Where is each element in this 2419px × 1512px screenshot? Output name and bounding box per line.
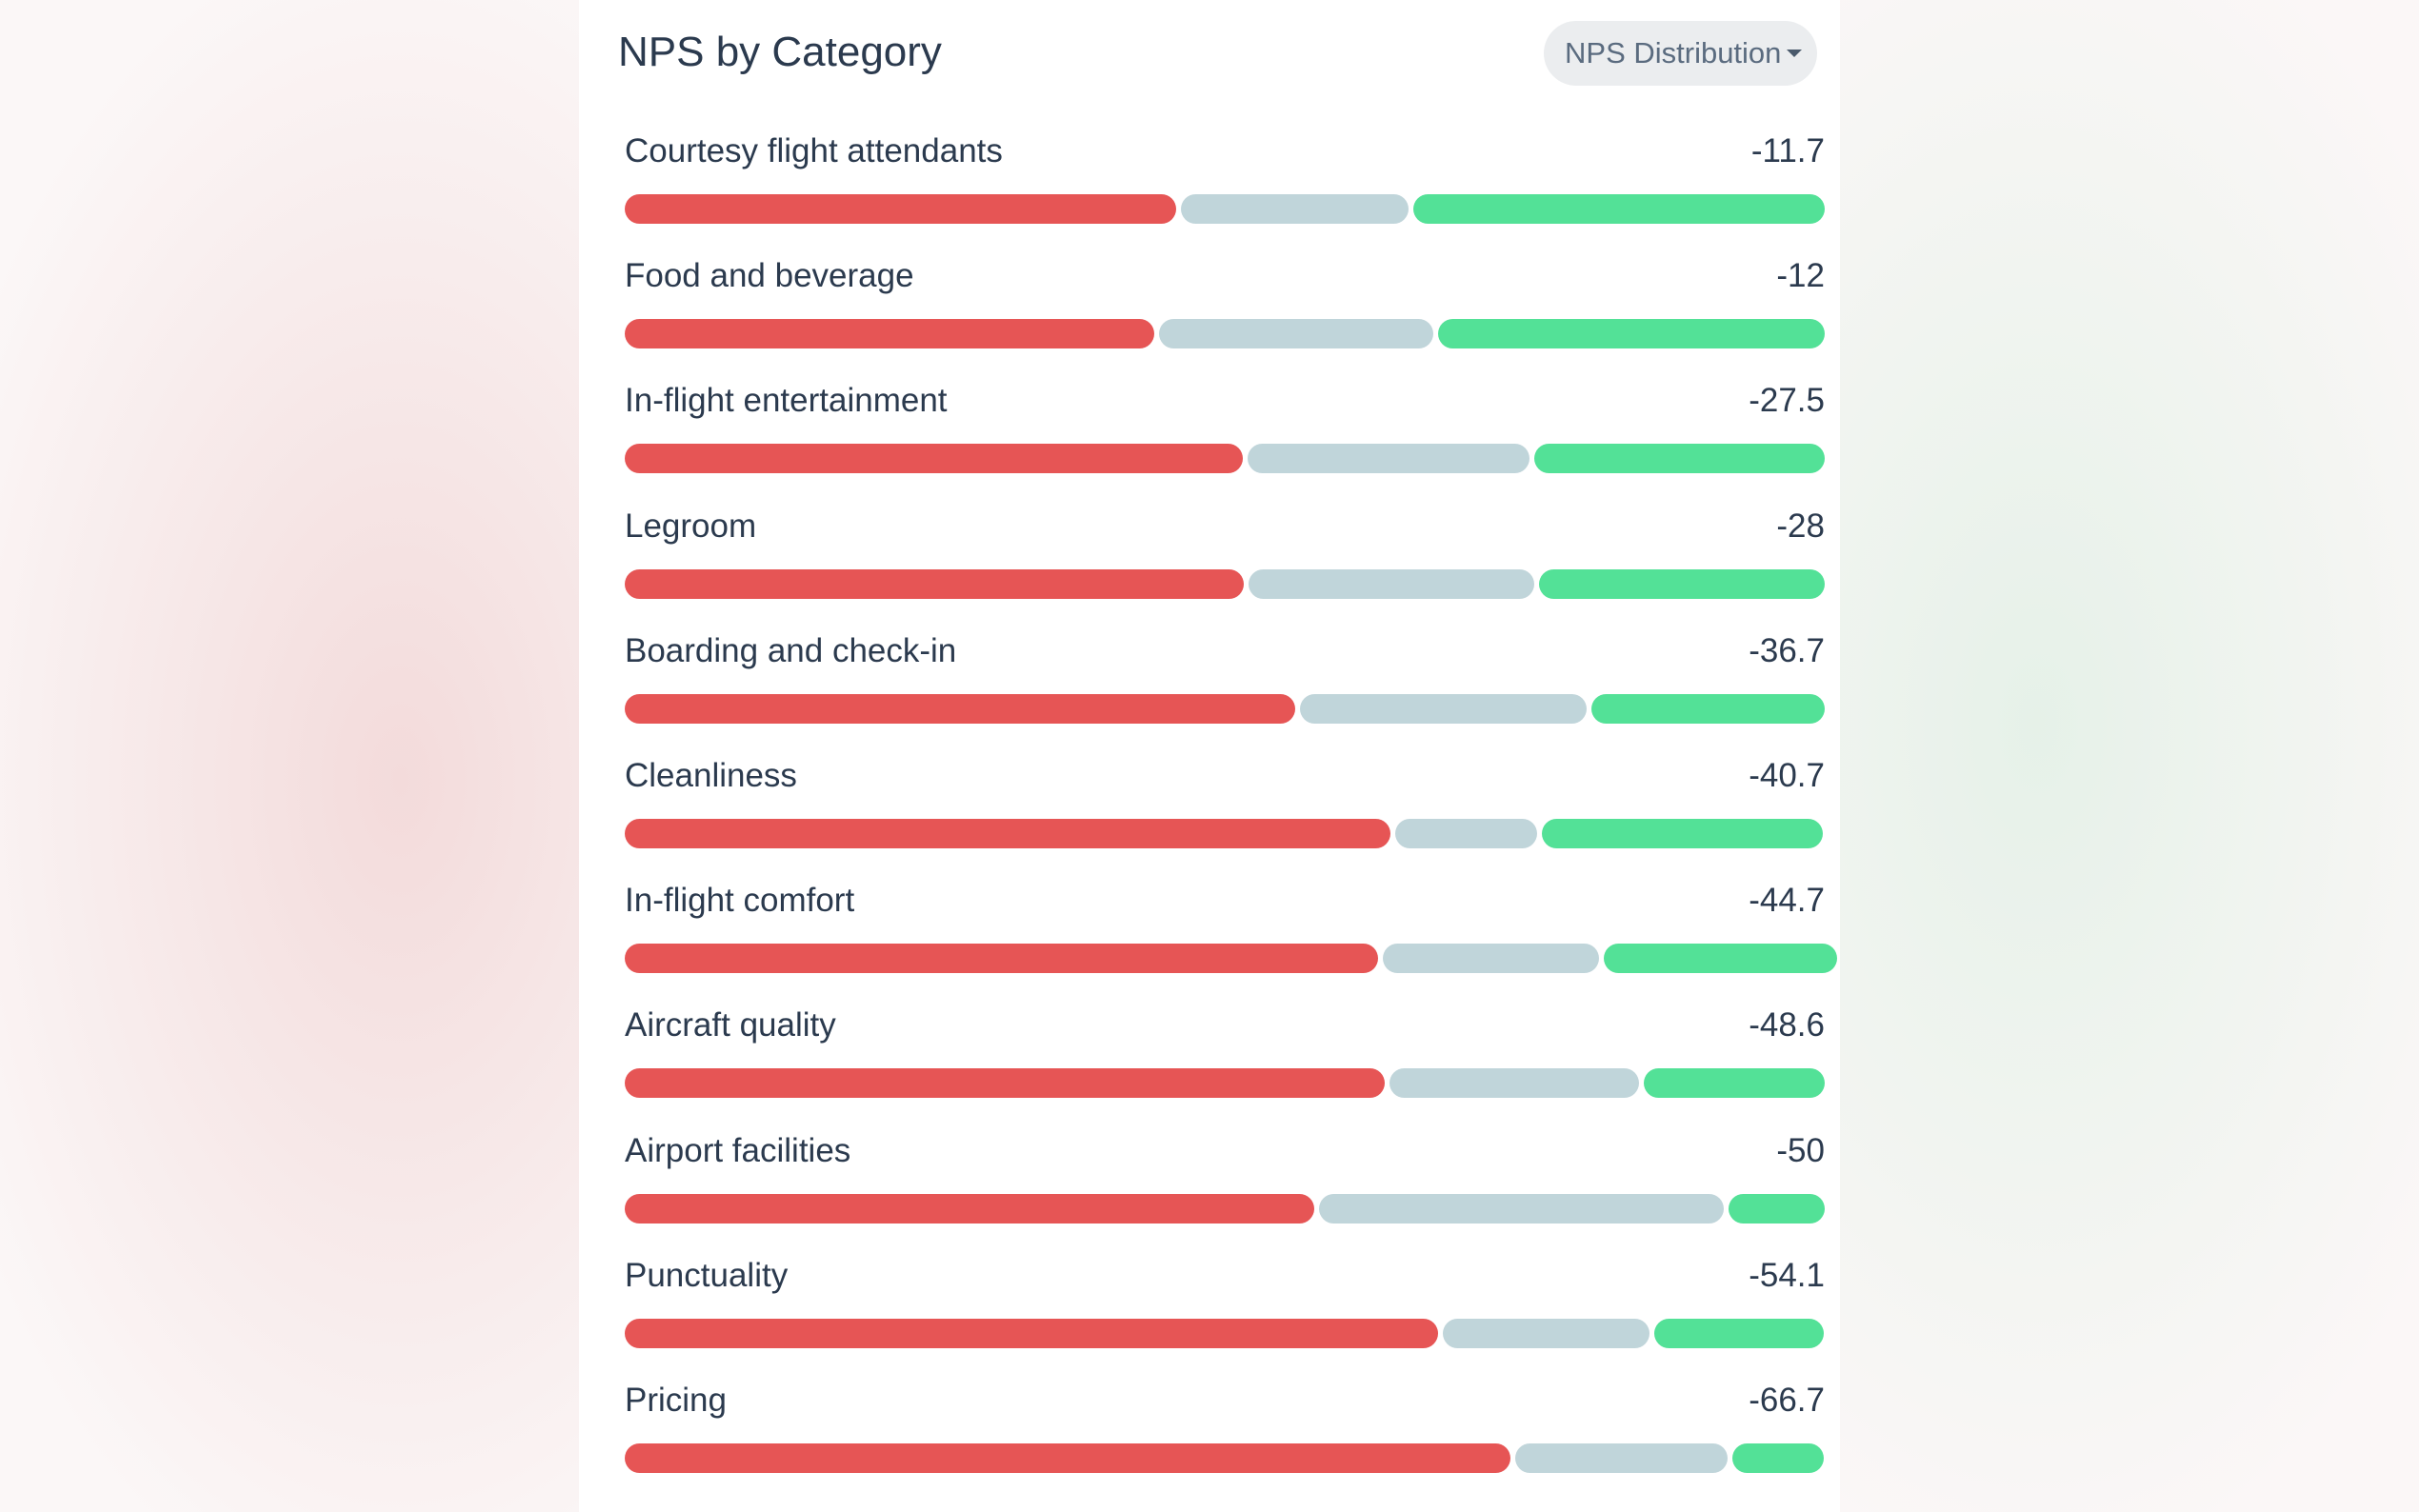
nps-distribution-bar — [625, 944, 1837, 974]
detractors-segment — [625, 1193, 1314, 1224]
passives-segment — [1318, 1193, 1724, 1224]
category-label: In-flight entertainment — [625, 382, 948, 420]
nps-distribution-bar — [625, 1318, 1825, 1348]
detractors-segment — [625, 818, 1390, 848]
page-title: NPS by Category — [618, 29, 942, 75]
detractors-segment — [625, 319, 1155, 349]
nps-value: -28 — [1776, 507, 1825, 545]
nps-category-card: NPS by Category NPS Distribution Courtes… — [579, 0, 1840, 1512]
passives-segment — [1515, 1442, 1728, 1473]
category-row: Food and beverage -12 — [625, 257, 1825, 382]
nps-value: -40.7 — [1749, 756, 1825, 794]
nps-distribution-dropdown[interactable]: NPS Distribution — [1544, 21, 1818, 86]
nps-distribution-bar — [625, 444, 1825, 474]
caret-down-icon — [1787, 50, 1803, 57]
nps-distribution-bar — [625, 194, 1825, 224]
category-label: Airport facilities — [625, 1131, 851, 1169]
category-label: Pricing — [625, 1381, 727, 1419]
passives-segment — [1299, 693, 1587, 724]
category-row: Legroom -28 — [625, 507, 1825, 632]
detractors-segment — [625, 194, 1176, 224]
detractors-segment — [625, 444, 1243, 474]
promoters-segment — [1644, 1068, 1825, 1099]
nps-distribution-bar — [625, 568, 1825, 599]
category-label: Boarding and check-in — [625, 631, 957, 669]
category-row: Pricing -66.7 — [625, 1382, 1825, 1506]
nps-distribution-bar — [625, 319, 1825, 349]
nps-category-list: Courtesy flight attendants -11.7 Food and … — [625, 132, 1837, 1506]
passives-segment — [1389, 1068, 1639, 1099]
detractors-segment — [625, 1442, 1510, 1473]
card-header: NPS by Category NPS Distribution — [579, 0, 1840, 109]
promoters-segment — [1603, 944, 1837, 974]
category-label: Aircraft quality — [625, 1006, 836, 1044]
passives-segment — [1247, 444, 1529, 474]
passives-segment — [1394, 818, 1537, 848]
nps-value: -54.1 — [1749, 1256, 1825, 1294]
category-row: Aircraft quality -48.6 — [625, 1006, 1825, 1131]
category-row: Boarding and check-in -36.7 — [625, 632, 1825, 757]
detractors-segment — [625, 693, 1295, 724]
category-label: Food and beverage — [625, 257, 914, 295]
nps-value: -44.7 — [1749, 882, 1825, 920]
detractors-segment — [625, 1318, 1438, 1348]
nps-value: -27.5 — [1749, 382, 1825, 420]
promoters-segment — [1539, 568, 1825, 599]
promoters-segment — [1541, 818, 1823, 848]
nps-distribution-bar — [625, 818, 1825, 848]
passives-segment — [1442, 1318, 1650, 1348]
detractors-segment — [625, 1068, 1385, 1099]
passives-segment — [1180, 194, 1409, 224]
category-row: In-flight comfort -44.7 — [625, 882, 1837, 1006]
promoters-segment — [1728, 1193, 1825, 1224]
nps-value: -12 — [1776, 257, 1825, 295]
nps-value: -11.7 — [1750, 132, 1825, 169]
category-row: Cleanliness -40.7 — [625, 757, 1825, 882]
passives-segment — [1159, 319, 1433, 349]
category-row: Airport facilities -50 — [625, 1132, 1825, 1257]
promoters-segment — [1591, 693, 1825, 724]
category-label: In-flight comfort — [625, 882, 855, 920]
dropdown-label: NPS Distribution — [1565, 36, 1782, 70]
promoters-segment — [1731, 1442, 1824, 1473]
nps-distribution-bar — [625, 1193, 1825, 1224]
passives-segment — [1249, 568, 1534, 599]
category-row: In-flight entertainment -27.5 — [625, 382, 1825, 507]
category-label: Punctuality — [625, 1256, 789, 1294]
nps-distribution-bar — [625, 1442, 1825, 1473]
nps-distribution-bar — [625, 693, 1825, 724]
promoters-segment — [1654, 1318, 1824, 1348]
nps-value: -36.7 — [1749, 631, 1825, 669]
category-row: Courtesy flight attendants -11.7 — [625, 132, 1825, 257]
category-row: Punctuality -54.1 — [625, 1257, 1825, 1382]
nps-value: -66.7 — [1749, 1381, 1825, 1419]
nps-distribution-bar — [625, 1068, 1825, 1099]
promoters-segment — [1437, 319, 1825, 349]
detractors-segment — [625, 944, 1379, 974]
nps-value: -50 — [1776, 1131, 1825, 1169]
nps-value: -48.6 — [1749, 1006, 1825, 1044]
detractors-segment — [625, 568, 1244, 599]
promoters-segment — [1534, 444, 1825, 474]
category-label: Courtesy flight attendants — [625, 132, 1003, 169]
passives-segment — [1383, 944, 1599, 974]
category-label: Legroom — [625, 507, 757, 545]
promoters-segment — [1412, 194, 1825, 224]
category-label: Cleanliness — [625, 756, 797, 794]
